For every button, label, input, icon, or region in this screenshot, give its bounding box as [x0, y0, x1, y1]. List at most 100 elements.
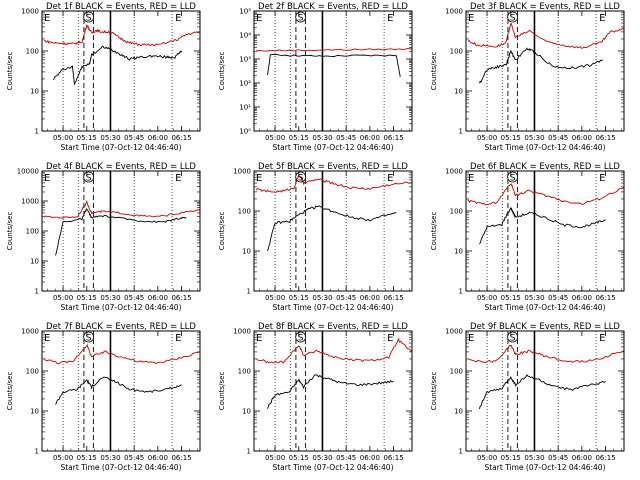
x-axis-label: Start Time (07-Oct-12 04:46:40)	[484, 463, 605, 472]
events-series-line	[479, 206, 606, 245]
plot-frame	[253, 170, 413, 292]
plot-frame	[253, 330, 413, 452]
plot-frame	[465, 170, 625, 292]
x-axis-label: Start Time (07-Oct-12 04:46:40)	[272, 463, 393, 472]
y-tick-label: 10⁵	[239, 8, 251, 16]
event-marker: E	[599, 13, 605, 24]
y-axis-label: Counts/sec	[218, 212, 226, 251]
y-tick-label: 1000	[21, 328, 39, 336]
event-marker: E	[256, 173, 262, 184]
y-tick-label: 100	[238, 208, 251, 216]
x-tick-label: 05:15	[289, 134, 309, 142]
y-tick-label: 10³	[239, 56, 251, 64]
x-tick-label: 06:15	[383, 294, 403, 302]
panel-3: Det 3f BLACK = Events, RED = LLD Counts/s…	[430, 2, 625, 152]
panel-9: Det 9f BLACK = Events, RED = LLD Counts/s…	[430, 322, 625, 472]
x-axis-label: Start Time (07-Oct-12 04:46:40)	[272, 303, 393, 312]
x-tick-label: 05:00	[53, 134, 73, 142]
x-tick-label: 05:00	[477, 454, 497, 462]
event-marker: E	[175, 13, 181, 24]
y-axis-label: Counts/sec	[430, 372, 438, 411]
y-tick-label: 1	[459, 448, 463, 456]
lld-series-line	[256, 48, 412, 52]
events-series-line	[267, 374, 394, 409]
event-marker: E	[599, 173, 605, 184]
x-tick-label: 05:45	[548, 294, 568, 302]
x-tick-label: 06:00	[148, 134, 168, 142]
event-marker: E	[468, 173, 474, 184]
saa-marker: S	[510, 334, 516, 344]
events-series-line	[479, 47, 603, 84]
x-tick-label: 05:45	[124, 454, 144, 462]
event-marker: E	[44, 173, 50, 184]
x-tick-label: 05:00	[265, 294, 285, 302]
event-marker: E	[175, 173, 181, 184]
plot-frame	[41, 10, 201, 132]
panel-title: Det 7f BLACK = Events, RED = LLD	[46, 322, 196, 332]
panel-5: Det 5f BLACK = Events, RED = LLD Counts/s…	[218, 162, 413, 312]
y-tick-label: 100	[26, 48, 39, 56]
events-series-line	[53, 45, 182, 86]
x-tick-label: 05:30	[524, 134, 544, 142]
y-tick-label: 10¹	[239, 104, 251, 112]
events-series-line	[267, 53, 401, 77]
x-tick-label: 05:30	[100, 294, 120, 302]
x-tick-label: 06:00	[572, 294, 592, 302]
y-tick-label: 1000	[233, 328, 251, 336]
y-tick-label: 1000	[445, 8, 463, 16]
x-tick-label: 05:00	[53, 294, 73, 302]
x-tick-label: 06:00	[148, 454, 168, 462]
panel-title: Det 8f BLACK = Events, RED = LLD	[258, 322, 408, 332]
panel-6: Det 6f BLACK = Events, RED = LLD Counts/s…	[430, 162, 625, 312]
x-axis-label: Start Time (07-Oct-12 04:46:40)	[272, 143, 393, 152]
events-series-line	[55, 208, 187, 256]
plot-frame	[41, 170, 201, 292]
plot-frame	[465, 10, 625, 132]
event-marker: E	[44, 13, 50, 24]
y-tick-label: 1000	[21, 198, 39, 206]
x-tick-label: 06:15	[595, 454, 615, 462]
x-tick-label: 05:45	[124, 294, 144, 302]
saa-marker: S	[510, 14, 516, 24]
panel-title: Det 1f BLACK = Events, RED = LLD	[46, 2, 196, 12]
x-tick-label: 05:15	[77, 294, 97, 302]
y-tick-label: 1	[35, 128, 39, 136]
y-tick-label: 10	[30, 88, 39, 96]
x-tick-label: 05:00	[53, 454, 73, 462]
x-tick-label: 06:00	[148, 294, 168, 302]
y-tick-label: 10	[454, 248, 463, 256]
panel-1: Det 1f BLACK = Events, RED = LLD Counts/s…	[6, 2, 201, 152]
x-tick-label: 05:45	[124, 134, 144, 142]
y-tick-label: 1	[247, 288, 251, 296]
event-marker: E	[44, 333, 50, 344]
y-tick-label: 10	[242, 408, 251, 416]
event-marker: E	[468, 13, 474, 24]
x-tick-label: 06:15	[171, 134, 191, 142]
event-marker: E	[599, 333, 605, 344]
x-tick-label: 06:00	[572, 134, 592, 142]
y-axis-label: Counts/sec	[6, 52, 14, 91]
x-axis-label: Start Time (07-Oct-12 04:46:40)	[484, 143, 605, 152]
plot-frame	[465, 330, 625, 452]
saa-marker: S	[86, 174, 92, 184]
y-tick-label: 10⁰	[239, 128, 251, 136]
x-tick-label: 06:00	[360, 134, 380, 142]
x-tick-label: 06:15	[171, 454, 191, 462]
x-axis-label: Start Time (07-Oct-12 04:46:40)	[60, 463, 181, 472]
x-tick-label: 05:30	[312, 454, 332, 462]
y-tick-label: 1	[247, 448, 251, 456]
x-axis-label: Start Time (07-Oct-12 04:46:40)	[60, 303, 181, 312]
lld-series-line	[44, 24, 200, 47]
y-tick-label: 10000	[17, 168, 39, 176]
x-tick-label: 05:15	[501, 454, 521, 462]
x-tick-label: 05:00	[477, 134, 497, 142]
y-tick-label: 100	[238, 368, 251, 376]
y-tick-label: 100	[26, 228, 39, 236]
x-tick-label: 05:45	[336, 134, 356, 142]
x-tick-label: 05:00	[265, 454, 285, 462]
y-tick-label: 10	[30, 258, 39, 266]
x-tick-label: 06:15	[595, 134, 615, 142]
y-tick-label: 100	[450, 368, 463, 376]
panel-8: Det 8f BLACK = Events, RED = LLD Counts/s…	[218, 322, 413, 472]
